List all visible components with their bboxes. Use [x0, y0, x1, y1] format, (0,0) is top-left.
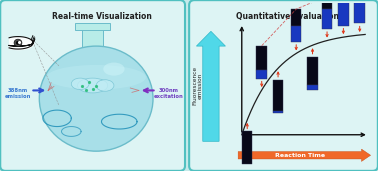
Bar	[338, 2, 349, 26]
Bar	[322, 0, 332, 9]
Bar	[273, 80, 284, 111]
Bar	[355, 0, 365, 23]
Text: 388nm
emission: 388nm emission	[5, 88, 31, 99]
FancyArrow shape	[238, 149, 370, 161]
Bar	[291, 9, 302, 25]
Bar	[242, 131, 253, 164]
FancyBboxPatch shape	[0, 0, 185, 171]
Ellipse shape	[46, 65, 146, 90]
FancyBboxPatch shape	[189, 0, 378, 171]
Bar	[307, 57, 318, 85]
Bar	[256, 46, 267, 70]
Bar	[75, 23, 110, 30]
Ellipse shape	[103, 63, 125, 76]
Text: Reaction Time: Reaction Time	[275, 153, 325, 158]
Text: Fluorescence
emission: Fluorescence emission	[192, 66, 203, 105]
FancyArrow shape	[197, 31, 225, 141]
Bar	[338, 0, 349, 2]
Ellipse shape	[71, 78, 89, 90]
Circle shape	[14, 39, 22, 47]
Ellipse shape	[96, 80, 114, 91]
Bar	[82, 26, 103, 56]
Ellipse shape	[77, 78, 108, 93]
Bar	[322, 9, 332, 29]
Text: Quantitative Evaluation: Quantitative Evaluation	[235, 12, 339, 21]
Bar	[273, 111, 284, 113]
Bar	[307, 85, 318, 90]
Text: Real-time Visualization: Real-time Visualization	[51, 12, 152, 21]
Bar	[256, 70, 267, 78]
Circle shape	[39, 46, 153, 151]
Bar	[291, 25, 302, 42]
Circle shape	[16, 41, 20, 45]
Text: 300nm
excitation: 300nm excitation	[154, 88, 184, 99]
